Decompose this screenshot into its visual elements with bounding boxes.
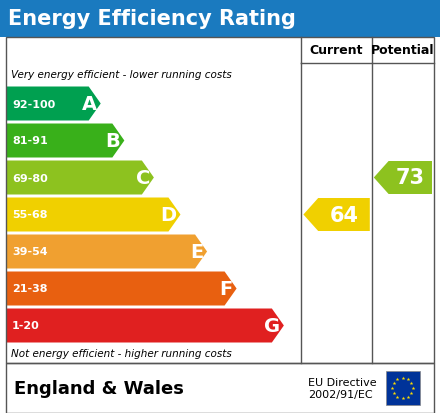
Text: Very energy efficient - lower running costs: Very energy efficient - lower running co… [11, 70, 232, 80]
Text: G: G [264, 316, 280, 335]
Text: 21-38: 21-38 [12, 284, 48, 294]
Text: F: F [220, 279, 233, 298]
Bar [385, 371, 420, 405]
Text: EU Directive
2002/91/EC: EU Directive 2002/91/EC [308, 377, 377, 399]
Text: E: E [190, 242, 203, 261]
Bar [0, 0, 440, 38]
Text: B: B [106, 132, 121, 151]
Polygon shape [6, 87, 101, 121]
Text: 1-20: 1-20 [12, 321, 40, 331]
Text: 55-68: 55-68 [12, 210, 48, 220]
Text: 69-80: 69-80 [12, 173, 48, 183]
Polygon shape [6, 235, 207, 269]
Polygon shape [374, 161, 432, 195]
Text: England & Wales: England & Wales [14, 379, 184, 397]
Polygon shape [6, 124, 125, 158]
Text: Energy Efficiency Rating: Energy Efficiency Rating [8, 9, 296, 29]
Polygon shape [6, 309, 284, 343]
Text: 64: 64 [330, 205, 359, 225]
Text: 81-91: 81-91 [12, 136, 48, 146]
Text: Potential: Potential [371, 44, 435, 57]
Text: 73: 73 [396, 168, 425, 188]
Text: 39-54: 39-54 [12, 247, 48, 257]
Polygon shape [6, 272, 237, 306]
Text: A: A [81, 95, 97, 114]
Polygon shape [6, 161, 154, 195]
Polygon shape [6, 198, 180, 232]
Text: C: C [136, 169, 150, 188]
Text: Current: Current [310, 44, 363, 57]
Polygon shape [304, 199, 370, 231]
Bar [6, 363, 434, 413]
Bar [6, 38, 434, 363]
Text: 92-100: 92-100 [12, 99, 55, 109]
Text: D: D [160, 206, 176, 224]
Text: Not energy efficient - higher running costs: Not energy efficient - higher running co… [11, 349, 232, 358]
